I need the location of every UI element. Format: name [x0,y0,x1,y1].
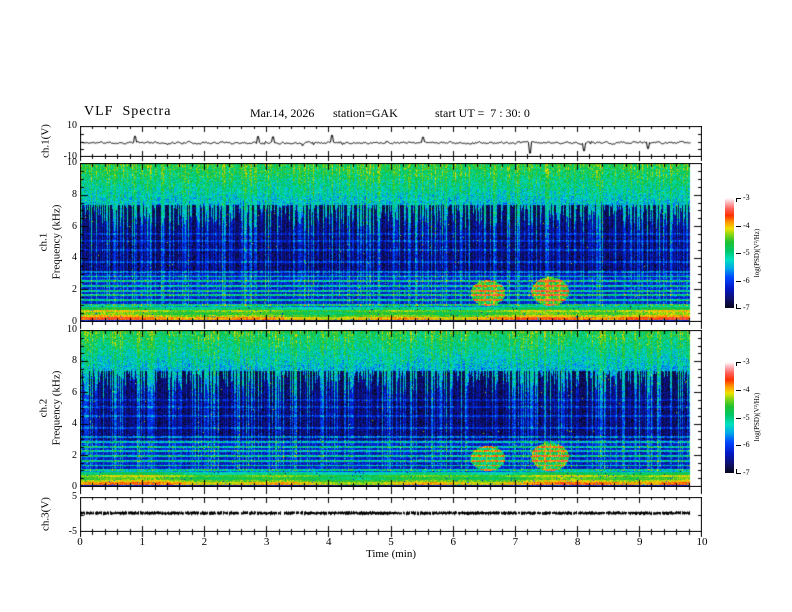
spec2-ytick: 2 [72,449,77,461]
ch3-ytick: -5 [68,526,77,537]
colorbar-tick [736,225,741,227]
colorbar-tick [736,473,741,474]
colorbar-tick-label: -4 [743,220,750,230]
ch3-wave-axis-label: ch.3(V) [39,497,52,531]
colorbar [725,362,734,473]
colorbar-tick-label: -7 [743,468,750,477]
ch1-spectrogram-canvas [80,163,702,322]
colorbar-tick-label: -3 [743,193,750,202]
ch1-waveform-canvas [80,126,702,157]
colorbar-tick [736,198,741,199]
spec2-bottom-ticks [80,487,702,495]
spec1-ytick: 6 [72,220,77,232]
spec1-ytick: 4 [72,252,77,264]
colorbar-tick-label: -5 [743,248,750,257]
ch3-waveform-canvas [80,497,702,532]
spec2-ytick: 8 [72,355,77,367]
x-tick-label: 6 [450,536,456,548]
colorbar-bracket [736,304,737,308]
x-tick-label: 9 [637,536,643,548]
colorbar-tick [736,253,741,254]
colorbar-bracket [736,198,737,202]
figure-title: VLF Spectra [84,104,172,119]
colorbar2-axis-label: log(PSD)(V²/Hz) [753,392,761,442]
spec1-ytick: 8 [72,188,77,200]
colorbar1-axis-label: log(PSD)(V²/Hz) [753,228,761,278]
spec2-ytick: 6 [72,386,77,398]
time-axis-label: Time (min) [365,548,417,560]
colorbar-tick [736,308,741,309]
colorbar-tick-label: -6 [743,275,750,285]
colorbar-tick-label: -3 [743,357,750,366]
colorbar-bracket [736,469,737,473]
ch3-ytick: 5 [72,491,77,502]
ch1-wave-bottom-ticks [80,157,702,162]
spec2-ytick: 10 [67,324,77,335]
spec2-axis-label: ch.2 Frequency (kHz) [37,370,62,446]
x-tick-label: 0 [77,536,83,548]
spec2-ytick: 4 [72,418,77,430]
x-tick-label: 3 [263,536,270,548]
header-start-ut: start UT = 7 : 30: 0 [435,106,530,120]
colorbar-tick [736,389,741,391]
x-tick-label: 1 [139,536,145,548]
colorbar-tick-label: -5 [743,412,750,422]
spec1-bottom-ticks [80,322,702,330]
colorbar [725,198,734,308]
x-tick-label: 8 [574,536,581,548]
colorbar-tick-label: -4 [743,384,750,394]
ch1-wave-ytick: 10 [67,120,77,131]
ch1-wave-ytick: -10 [63,151,77,162]
colorbar-tick-label: -7 [743,303,750,312]
spec1-ytick: 10 [67,157,77,168]
spec1-ytick: 0 [72,316,77,327]
x-tick-label: 2 [201,536,208,548]
colorbar-tick [736,417,741,419]
colorbar-bracket [736,362,737,366]
x-tick-label: 7 [512,536,519,548]
colorbar-tick [736,362,741,363]
colorbar-tick-label: -6 [743,440,750,450]
x-tick-label: 5 [388,536,394,548]
colorbar-tick [736,445,741,447]
header-date: Mar.14, 2026 [250,106,315,120]
ch2-spectrogram-canvas [80,330,702,487]
header-station: station=GAK [333,106,398,120]
colorbar-tick [736,280,741,282]
x-tick-label: 4 [326,536,332,548]
x-tick-label: 10 [696,536,708,548]
time-axis-ticks [80,532,702,538]
spec2-ytick: 0 [72,481,77,492]
spec1-axis-label: ch.1 Frequency (kHz) [37,204,62,280]
spec1-ytick: 2 [72,284,77,296]
